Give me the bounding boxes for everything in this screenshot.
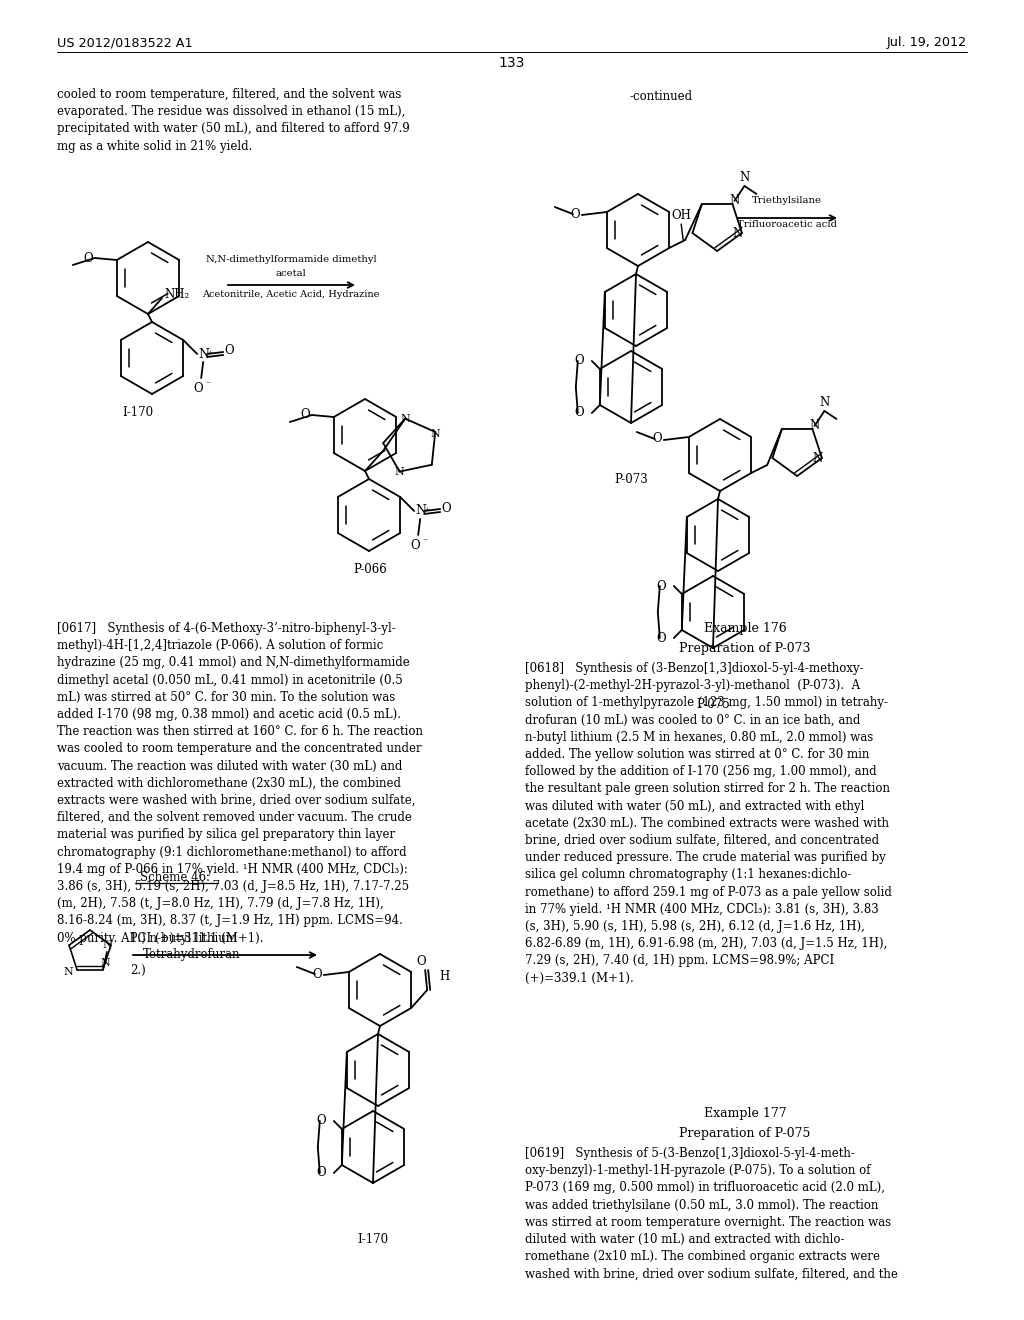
Text: [0619]   Synthesis of 5-(3-Benzo[1,3]dioxol-5-yl-4-meth-
oxy-benzyl)-1-methyl-1H: [0619] Synthesis of 5-(3-Benzo[1,3]dioxo…: [525, 1147, 898, 1280]
Text: N: N: [100, 958, 110, 968]
Text: Example 177: Example 177: [703, 1107, 786, 1119]
Text: N: N: [400, 413, 410, 424]
Text: 2.): 2.): [130, 964, 145, 977]
Text: O: O: [652, 433, 662, 446]
Text: ⁺: ⁺: [207, 350, 212, 359]
Text: O: O: [316, 1114, 326, 1127]
Text: 133: 133: [499, 55, 525, 70]
Text: N: N: [394, 466, 404, 477]
Text: I-170: I-170: [357, 1233, 388, 1246]
Text: ⁺: ⁺: [424, 507, 429, 516]
Text: I-170: I-170: [123, 407, 154, 418]
Text: cooled to room temperature, filtered, and the solvent was
evaporated. The residu: cooled to room temperature, filtered, an…: [57, 88, 410, 153]
Text: N: N: [739, 172, 750, 183]
Text: Acetonitrile, Acetic Acid, Hydrazine: Acetonitrile, Acetic Acid, Hydrazine: [203, 290, 380, 300]
Text: Scheme 46.: Scheme 46.: [140, 871, 210, 884]
Text: N: N: [63, 966, 73, 977]
Text: P-066: P-066: [353, 564, 387, 576]
Text: NH₂: NH₂: [164, 288, 189, 301]
Text: Tetrahydrofuran: Tetrahydrofuran: [143, 948, 241, 961]
Text: O: O: [83, 252, 93, 264]
Text: O: O: [194, 381, 203, 395]
Text: Preparation of P-073: Preparation of P-073: [679, 642, 811, 655]
Text: P-075: P-075: [696, 698, 730, 711]
Text: [0617]   Synthesis of 4-(6-Methoxy-3’-nitro-biphenyl-3-yl-
methyl)-4H-[1,2,4]tri: [0617] Synthesis of 4-(6-Methoxy-3’-nitr…: [57, 622, 423, 945]
Text: O: O: [316, 1167, 326, 1180]
Text: O: O: [574, 355, 584, 367]
Text: O: O: [224, 345, 233, 358]
Text: Jul. 19, 2012: Jul. 19, 2012: [887, 36, 967, 49]
Text: N: N: [415, 504, 426, 517]
Text: O: O: [411, 539, 420, 552]
Text: N: N: [102, 940, 112, 950]
Text: N: N: [733, 227, 743, 239]
Text: Trifluoroacetic acid: Trifluoroacetic acid: [737, 220, 837, 228]
Text: P-073: P-073: [614, 473, 648, 486]
Text: N: N: [430, 429, 440, 440]
Text: N: N: [199, 347, 209, 360]
Text: N: N: [809, 420, 819, 433]
Text: H: H: [439, 969, 450, 982]
Text: ⁻: ⁻: [422, 537, 427, 546]
Text: Triethylsilane: Triethylsilane: [752, 195, 822, 205]
Text: O: O: [574, 407, 584, 420]
Text: 1.) n-butyl lithium: 1.) n-butyl lithium: [130, 932, 237, 945]
Text: [0618]   Synthesis of (3-Benzo[1,3]dioxol-5-yl-4-methoxy-
phenyl)-(2-methyl-2H-p: [0618] Synthesis of (3-Benzo[1,3]dioxol-…: [525, 663, 892, 985]
Text: O: O: [441, 502, 451, 515]
Text: O: O: [312, 968, 322, 981]
Text: US 2012/0183522 A1: US 2012/0183522 A1: [57, 36, 193, 49]
Text: O: O: [300, 408, 310, 421]
Text: N: N: [813, 451, 823, 465]
Text: N,N-dimethylformamide dimethyl: N,N-dimethylformamide dimethyl: [206, 255, 376, 264]
Text: Preparation of P-075: Preparation of P-075: [679, 1127, 811, 1140]
Text: N: N: [729, 194, 739, 207]
Text: Example 176: Example 176: [703, 622, 786, 635]
Text: ⁻: ⁻: [205, 380, 210, 389]
Text: O: O: [570, 207, 580, 220]
Text: acetal: acetal: [275, 269, 306, 279]
Text: O: O: [656, 579, 666, 593]
Text: OH: OH: [672, 209, 691, 222]
Text: N: N: [819, 396, 829, 409]
Text: -continued: -continued: [630, 90, 693, 103]
Text: O: O: [656, 631, 666, 644]
Text: O: O: [417, 954, 426, 968]
